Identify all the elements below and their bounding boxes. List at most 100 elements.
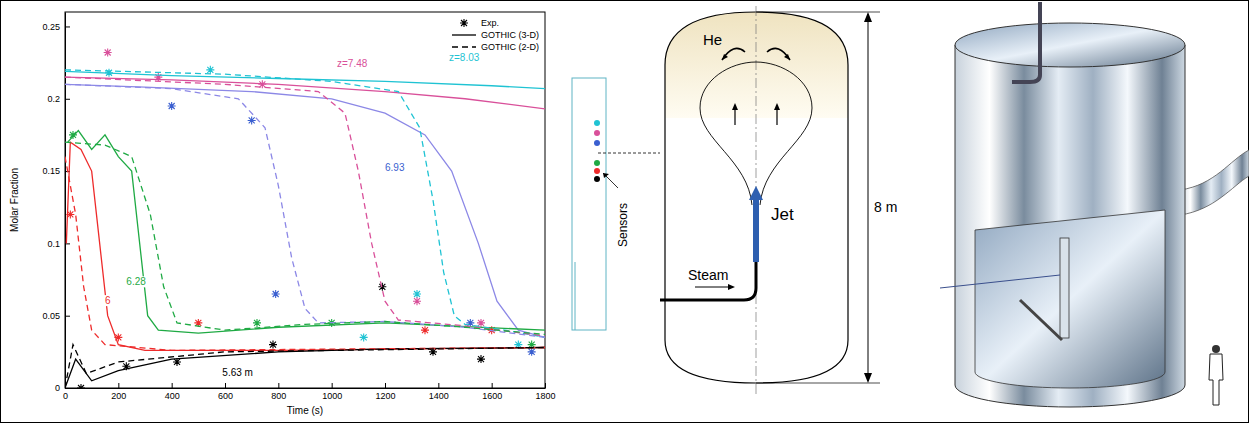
data-point: [413, 290, 421, 298]
x-tick-mark: [332, 383, 333, 388]
y-axis-title: Molar Fraction: [9, 168, 20, 232]
x-tick-label: 400: [165, 391, 180, 401]
y-tick: 0: [55, 383, 70, 393]
steam-pipe: [660, 262, 756, 300]
curve-label-text: 6: [105, 295, 111, 306]
legend-label: GOTHIC (2-D): [481, 42, 539, 52]
series-line: [65, 70, 545, 338]
curve-label-text: z=7.48: [337, 58, 368, 69]
x-tick-label: 1000: [322, 391, 342, 401]
data-point: [253, 319, 261, 327]
probe-line: [940, 275, 1060, 288]
top-pipe: [1012, 2, 1040, 82]
label-patch: [384, 162, 406, 173]
figure-border: [1, 1, 1249, 423]
data-point: [69, 131, 77, 139]
recirculation-arrow: [722, 48, 745, 60]
x-tick-label: 800: [271, 391, 286, 401]
arrow-head: [728, 284, 735, 290]
curve-label: z=8.03: [448, 52, 481, 63]
x-tick-label: 600: [218, 391, 233, 401]
curve-label: 5.63 m: [221, 367, 254, 378]
side-pipe: [1180, 150, 1249, 215]
x-tick-mark: [545, 383, 546, 388]
series-line: [66, 142, 545, 350]
data-point: [104, 48, 112, 56]
label-patch: [872, 199, 899, 215]
x-tick: 1800: [535, 383, 555, 401]
legend-entry: Exp.: [460, 18, 499, 28]
data-point: [77, 384, 85, 388]
series-line: [65, 77, 545, 109]
y-tick-mark: [65, 388, 70, 389]
inlet-pipe: [1020, 300, 1062, 340]
dimension-extension: [756, 12, 880, 13]
curve-label-text: z=8.03: [449, 52, 480, 63]
rise-arrow: [776, 108, 777, 125]
x-tick: 600: [218, 383, 233, 401]
x-tick-label: 1200: [375, 391, 395, 401]
sensor-dot: [594, 130, 600, 136]
y-tick-mark: [65, 316, 70, 317]
inlet-line: [575, 262, 576, 330]
series-line: [65, 84, 545, 337]
x-tick-mark: [278, 383, 279, 388]
y-tick-label: 0.25: [42, 22, 60, 32]
x-tick-label: 200: [111, 391, 126, 401]
arrow-head: [774, 103, 780, 110]
sensor-dot: [594, 140, 600, 146]
data-point: [477, 355, 485, 363]
x-tick: 1600: [482, 383, 502, 401]
sensor-dot: [594, 168, 600, 174]
person-body: [1209, 354, 1223, 405]
annotations: z=8.03 z=7.48 6.93 6.28 6 5.63 m: [104, 52, 481, 378]
x-tick-label: 1600: [482, 391, 502, 401]
y-tick-mark: [65, 99, 70, 100]
x-axis-line: [66, 388, 546, 389]
data-point: [272, 290, 280, 298]
plot-frame: [65, 12, 545, 388]
data-point: [248, 116, 256, 124]
x-tick: 1200: [375, 383, 395, 401]
data-point: [168, 102, 176, 110]
y-tick: 0.2: [47, 94, 70, 104]
x-tick-mark: [492, 383, 493, 388]
curve-label: 6.93: [384, 162, 406, 173]
height-label: 8 m: [874, 199, 897, 215]
legend-label: GOTHIC (3-D): [481, 30, 539, 40]
x-tick-label: 1400: [429, 391, 449, 401]
series-line: [65, 157, 545, 351]
x-tick: 800: [271, 383, 286, 401]
x-tick: 1400: [429, 383, 449, 401]
legend-symbol: [452, 46, 476, 47]
legend-symbol: [460, 19, 468, 27]
y-tick-label: 0.15: [42, 166, 60, 176]
data-point: [206, 66, 214, 74]
gas-label: He: [703, 31, 722, 48]
inlet-label: Steam: [688, 267, 728, 283]
curve-label: 6.28: [125, 276, 147, 287]
y-tick: 0.05: [42, 311, 70, 321]
series-line: [68, 131, 545, 333]
data-point: [269, 341, 277, 349]
curve-label: z=7.48: [336, 58, 369, 69]
x-axis: 020040060080010001200140016001800: [63, 383, 556, 401]
dimension-extension: [756, 383, 880, 384]
dimension-line: [868, 14, 869, 381]
sensor-pointer: [603, 173, 618, 188]
steam-arrow: [695, 287, 728, 288]
jet: [753, 198, 759, 262]
recirculation-arrow: [767, 48, 790, 60]
helium-layer: [665, 12, 848, 118]
series-line: [65, 84, 545, 337]
label-patch: [125, 276, 147, 287]
x-axis-title: Time (s): [287, 405, 323, 416]
x-tick-label: 1800: [535, 391, 555, 401]
label-patch: [448, 52, 481, 63]
series-line: [65, 348, 545, 388]
y-tick-label: 0: [55, 383, 60, 393]
y-tick: 0.25: [42, 22, 70, 32]
sensor-pointer-head: [603, 173, 609, 178]
y-axis-line: [65, 13, 66, 389]
series-line: [65, 345, 545, 388]
